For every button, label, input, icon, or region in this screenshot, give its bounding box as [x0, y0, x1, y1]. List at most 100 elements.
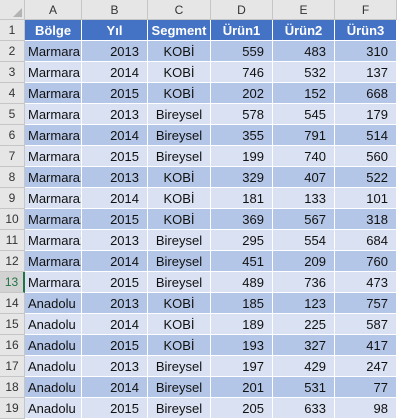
table-cell[interactable]: KOBİ [148, 314, 211, 335]
table-cell[interactable]: 760 [335, 251, 397, 272]
table-cell[interactable]: 247 [335, 356, 397, 377]
table-cell[interactable]: 152 [273, 83, 335, 104]
table-cell[interactable]: 522 [335, 167, 397, 188]
row-header[interactable]: 11 [0, 230, 25, 251]
table-cell[interactable]: Bireysel [148, 356, 211, 377]
table-cell[interactable]: KOBİ [148, 167, 211, 188]
row-header[interactable]: 16 [0, 335, 25, 356]
select-all-button[interactable] [0, 0, 25, 20]
table-cell[interactable]: 137 [335, 62, 397, 83]
table-cell[interactable]: 2015 [82, 146, 148, 167]
table-cell[interactable]: 2015 [82, 398, 148, 419]
table-cell[interactable]: 181 [211, 188, 273, 209]
column-header-d[interactable]: D [211, 0, 273, 20]
row-header[interactable]: 12 [0, 251, 25, 272]
table-cell[interactable]: 225 [273, 314, 335, 335]
table-cell[interactable]: 355 [211, 125, 273, 146]
column-header-b[interactable]: B [82, 0, 148, 20]
table-cell[interactable]: 193 [211, 335, 273, 356]
table-cell[interactable]: Marmara2 [25, 209, 82, 230]
table-cell[interactable]: Marmara2 [25, 167, 82, 188]
table-cell[interactable]: Bireysel [148, 104, 211, 125]
table-cell[interactable]: 451 [211, 251, 273, 272]
table-cell[interactable]: 567 [273, 209, 335, 230]
table-cell[interactable]: 2013 [82, 41, 148, 62]
table-cell[interactable]: 757 [335, 293, 397, 314]
table-cell[interactable]: 2013 [82, 356, 148, 377]
table-cell[interactable]: 473 [335, 272, 397, 293]
row-header[interactable]: 14 [0, 293, 25, 314]
header-cell[interactable]: Segment [148, 20, 211, 41]
table-cell[interactable]: 199 [211, 146, 273, 167]
table-cell[interactable]: 2013 [82, 293, 148, 314]
table-cell[interactable]: 123 [273, 293, 335, 314]
table-cell[interactable]: Anadolu [25, 293, 82, 314]
table-cell[interactable]: 369 [211, 209, 273, 230]
table-cell[interactable]: 559 [211, 41, 273, 62]
table-cell[interactable]: 209 [273, 251, 335, 272]
table-cell[interactable]: Anadolu [25, 314, 82, 335]
table-cell[interactable]: 684 [335, 230, 397, 251]
table-cell[interactable]: 668 [335, 83, 397, 104]
table-cell[interactable]: 532 [273, 62, 335, 83]
table-cell[interactable]: 2014 [82, 314, 148, 335]
table-cell[interactable]: 133 [273, 188, 335, 209]
table-cell[interactable]: 101 [335, 188, 397, 209]
table-cell[interactable]: Bireysel [148, 146, 211, 167]
table-cell[interactable]: Anadolu [25, 335, 82, 356]
table-cell[interactable]: 531 [273, 377, 335, 398]
table-cell[interactable]: Anadolu [25, 356, 82, 377]
table-cell[interactable]: 514 [335, 125, 397, 146]
table-cell[interactable]: 417 [335, 335, 397, 356]
table-cell[interactable]: Marmara1 [25, 125, 82, 146]
table-cell[interactable]: 407 [273, 167, 335, 188]
row-header[interactable]: 15 [0, 314, 25, 335]
table-cell[interactable]: 2015 [82, 335, 148, 356]
row-header[interactable]: 9 [0, 188, 25, 209]
row-header[interactable]: 8 [0, 167, 25, 188]
row-header[interactable]: 17 [0, 356, 25, 377]
column-header-a[interactable]: A [25, 0, 82, 20]
table-cell[interactable]: Marmara2 [25, 272, 82, 293]
table-cell[interactable]: 489 [211, 272, 273, 293]
table-cell[interactable]: 318 [335, 209, 397, 230]
empty-sheet-area[interactable] [397, 0, 420, 410]
table-cell[interactable]: 2013 [82, 167, 148, 188]
table-cell[interactable]: Bireysel [148, 125, 211, 146]
table-cell[interactable]: Marmara1 [25, 146, 82, 167]
table-cell[interactable]: 2014 [82, 62, 148, 83]
table-cell[interactable]: KOBİ [148, 188, 211, 209]
table-cell[interactable]: 560 [335, 146, 397, 167]
header-cell[interactable]: Bölge [25, 20, 82, 41]
table-cell[interactable]: 2013 [82, 230, 148, 251]
table-cell[interactable]: 746 [211, 62, 273, 83]
row-header[interactable]: 3 [0, 62, 25, 83]
row-header[interactable]: 2 [0, 41, 25, 62]
table-cell[interactable]: Marmara1 [25, 62, 82, 83]
table-cell[interactable]: 189 [211, 314, 273, 335]
row-header[interactable]: 18 [0, 377, 25, 398]
table-cell[interactable]: 740 [273, 146, 335, 167]
table-cell[interactable]: KOBİ [148, 83, 211, 104]
table-cell[interactable]: 98 [335, 398, 397, 419]
header-cell[interactable]: Yıl [82, 20, 148, 41]
row-header[interactable]: 6 [0, 125, 25, 146]
table-cell[interactable]: 587 [335, 314, 397, 335]
column-header-c[interactable]: C [148, 0, 211, 20]
table-cell[interactable]: Bireysel [148, 398, 211, 419]
table-cell[interactable]: 2014 [82, 125, 148, 146]
table-cell[interactable]: Marmara1 [25, 83, 82, 104]
table-cell[interactable]: 736 [273, 272, 335, 293]
table-cell[interactable]: 2014 [82, 251, 148, 272]
table-cell[interactable]: 2015 [82, 209, 148, 230]
row-header[interactable]: 10 [0, 209, 25, 230]
table-cell[interactable]: 2015 [82, 83, 148, 104]
table-cell[interactable]: Bireysel [148, 251, 211, 272]
header-cell[interactable]: Ürün3 [335, 20, 397, 41]
table-cell[interactable]: Marmara1 [25, 41, 82, 62]
table-cell[interactable]: 578 [211, 104, 273, 125]
table-cell[interactable]: KOBİ [148, 62, 211, 83]
table-cell[interactable]: KOBİ [148, 335, 211, 356]
table-cell[interactable]: 185 [211, 293, 273, 314]
table-cell[interactable]: Bireysel [148, 377, 211, 398]
